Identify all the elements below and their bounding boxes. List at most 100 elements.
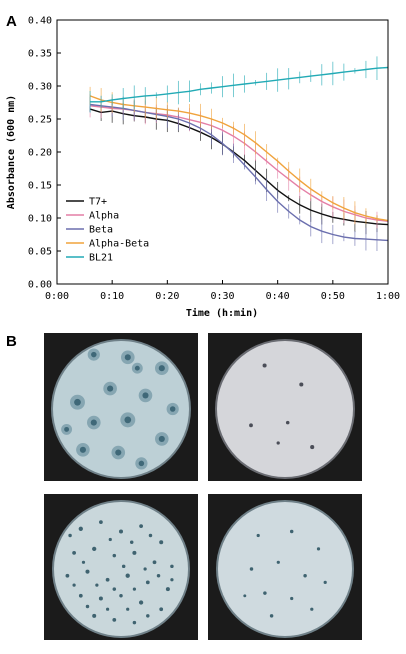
x-tick-label: 0:10 [100,291,124,302]
colony [81,560,86,564]
agar-surface [53,341,189,477]
plate-photos [44,333,362,640]
colony [290,596,294,601]
colony [269,614,274,618]
colony [159,540,164,545]
legend-entry: Alpha [89,211,119,222]
colony [132,620,137,625]
y-tick-label: 0.30 [28,82,52,93]
colony [310,607,314,611]
plaque-center [158,435,165,442]
colony [146,614,150,618]
y-tick-label: 0.00 [28,280,52,291]
colony [118,529,124,534]
y-tick-label: 0.05 [28,247,52,258]
x-axis: 0:00 0:10 0:20 0:30 0:40 0:50 1:00 [45,280,400,302]
panel-label-b: B [6,333,17,350]
colony [243,594,247,598]
colony [249,567,254,571]
colony [85,604,90,609]
series-line [90,66,389,103]
series-bl21 [89,56,389,113]
legend: T7+ Alpha Beta Alpha-Beta BL21 [66,197,149,264]
colony [289,529,294,534]
series-beta [89,96,389,252]
plaque-center [64,426,70,432]
colony [112,587,117,591]
colony [145,580,150,585]
colony [112,553,117,558]
plaque-center [124,416,132,424]
colony [285,420,290,425]
series-layer [89,56,389,252]
y-tick-label: 0.20 [28,148,52,159]
colony [303,573,307,578]
colony [276,441,280,445]
colony [105,577,110,582]
colony [262,363,267,368]
x-tick-label: 0:30 [210,291,234,302]
colony [129,540,134,544]
colony [143,567,147,571]
colony [132,587,137,591]
legend-entry: Alpha-Beta [89,239,149,250]
colony [152,560,157,565]
x-axis-label: Time (h:min) [186,307,258,319]
y-tick-label: 0.25 [28,115,52,126]
x-tick-label: 0:00 [45,291,69,302]
colony [138,600,144,605]
colony [316,547,321,551]
plaque-center [142,392,149,399]
plaque-center [91,351,97,358]
colony [72,583,76,587]
series-line [90,103,389,242]
colony [256,533,260,538]
colony [99,520,103,524]
legend-entry: BL21 [89,253,113,264]
y-axis-label: Absorbance (600 nm) [6,95,17,209]
y-tick-label: 0.35 [28,49,52,60]
colony [156,573,161,578]
agar-surface [218,502,352,636]
colony [263,591,267,595]
colony [105,607,110,611]
plaque-center [107,385,114,392]
colony [119,594,123,598]
plaque-center [158,365,165,372]
colony [65,573,70,578]
plaque-center [124,354,131,361]
colony [148,533,153,538]
colony [170,564,174,569]
y-axis: 0.00 0.05 0.10 0.15 0.20 0.25 0.30 0.35 0.40 [28,16,61,291]
series-line [90,105,389,222]
colony [72,551,76,555]
plaque-center [134,365,140,371]
colony [165,587,170,592]
colony [299,382,304,387]
legend-entry: Beta [89,225,113,236]
plaque-center [138,460,145,467]
colony [170,578,174,582]
colony [121,564,126,569]
plate-t7 [44,333,198,481]
plaque-center [79,446,86,453]
colony [108,537,112,542]
series-alpha [89,94,389,233]
colony [249,423,253,428]
colony [323,580,327,585]
colony [132,550,137,555]
colony [159,607,164,612]
colony [276,560,280,564]
x-tick-label: 0:50 [321,291,345,302]
agar-surface [54,502,188,636]
series-t7- [89,99,389,235]
plaque-center [169,406,176,412]
agar-surface [217,341,353,477]
x-tick-label: 1:00 [376,291,400,302]
colony [85,569,90,574]
colony [98,596,103,601]
x-tick-label: 0:20 [155,291,179,302]
series-line [89,108,389,226]
x-tick-label: 0:40 [266,291,290,302]
